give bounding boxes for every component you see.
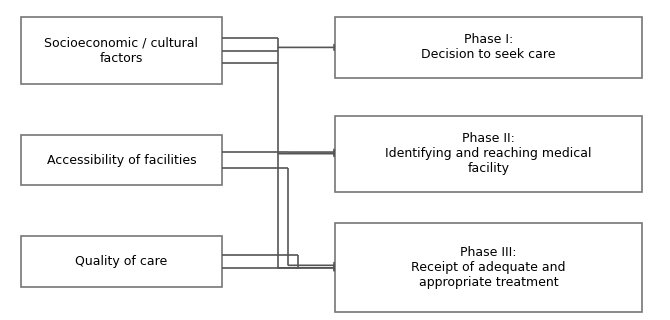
Text: Accessibility of facilities: Accessibility of facilities xyxy=(47,154,196,166)
Text: Phase II:
Identifying and reaching medical
facility: Phase II: Identifying and reaching medic… xyxy=(385,132,592,175)
FancyBboxPatch shape xyxy=(21,135,222,185)
Text: Phase I:
Decision to seek care: Phase I: Decision to seek care xyxy=(421,33,555,61)
FancyBboxPatch shape xyxy=(335,223,642,312)
FancyBboxPatch shape xyxy=(21,17,222,84)
FancyBboxPatch shape xyxy=(335,116,642,192)
Text: Socioeconomic / cultural
factors: Socioeconomic / cultural factors xyxy=(44,36,198,65)
FancyBboxPatch shape xyxy=(335,17,642,77)
Text: Quality of care: Quality of care xyxy=(75,255,168,268)
FancyBboxPatch shape xyxy=(21,236,222,287)
Text: Phase III:
Receipt of adequate and
appropriate treatment: Phase III: Receipt of adequate and appro… xyxy=(411,246,565,289)
